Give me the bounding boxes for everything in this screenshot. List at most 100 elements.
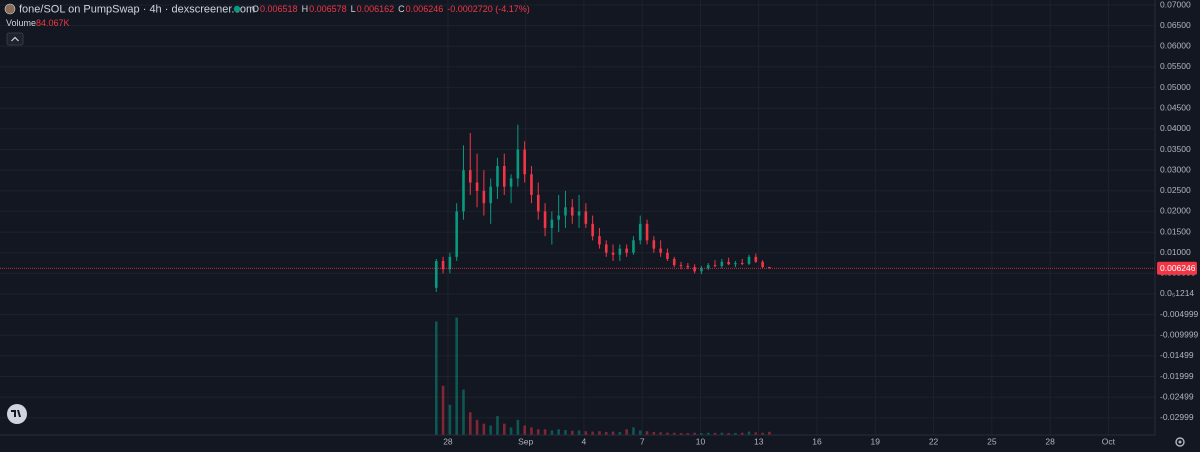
candle-body xyxy=(482,190,486,204)
candle-body xyxy=(543,211,547,228)
volume-bar xyxy=(468,412,472,435)
volume-bar xyxy=(713,432,717,435)
y-tick-label: 0.02000 xyxy=(1160,206,1191,216)
volume-bar xyxy=(557,429,560,435)
candle-body xyxy=(523,149,526,175)
token-icon xyxy=(4,3,16,15)
volume-bar xyxy=(516,419,520,435)
ohlc-value: 0.006518 xyxy=(260,4,298,14)
volume-bar xyxy=(434,321,438,435)
volume-bar xyxy=(700,433,703,435)
candle-body xyxy=(604,244,608,253)
grid xyxy=(0,0,1155,435)
x-tick-label: 28 xyxy=(1045,436,1055,446)
y-tick-label: 0.04000 xyxy=(1160,123,1191,133)
volume-bar xyxy=(740,432,744,435)
y-tick-label: -0.01999 xyxy=(1160,371,1194,381)
volume-bar xyxy=(448,404,452,435)
y-tick-label: -0.01499 xyxy=(1160,350,1194,360)
volume-bar xyxy=(734,432,737,435)
candle-body xyxy=(693,267,696,272)
volume-bar xyxy=(686,433,690,435)
volume-bar xyxy=(543,429,547,435)
tv-logo-mark xyxy=(11,410,21,417)
x-tick-label: Oct xyxy=(1102,436,1116,446)
y-tick-label: 0.04500 xyxy=(1160,102,1191,112)
y-tick-label: 0.03000 xyxy=(1160,164,1191,174)
settings-button[interactable] xyxy=(1175,437,1185,447)
candle-body xyxy=(747,256,751,264)
candle-body xyxy=(502,166,506,187)
y-tick-label: 0.05500 xyxy=(1160,61,1191,71)
volume-bar xyxy=(584,431,588,435)
candle-body xyxy=(740,263,744,265)
settings-icon xyxy=(1178,440,1182,444)
candle-body xyxy=(557,215,560,220)
candle-body xyxy=(679,265,683,267)
ohlc-key: L xyxy=(351,4,356,14)
candle-body xyxy=(625,248,628,253)
y-tick-label: 0.0₅1214 xyxy=(1160,288,1194,298)
candle-body xyxy=(652,240,656,249)
volume-bar xyxy=(591,431,594,435)
volume-bar xyxy=(496,416,499,435)
volume-bar xyxy=(672,432,676,435)
y-tick-label: -0.004999 xyxy=(1160,309,1199,319)
candle-body xyxy=(672,258,676,266)
y-tick-label: 0.02500 xyxy=(1160,185,1191,195)
candle-body xyxy=(564,207,567,216)
candle-body xyxy=(727,261,730,265)
volume-bar xyxy=(659,432,662,435)
ohlc-value: 0.006578 xyxy=(309,4,347,14)
y-tick-label: -0.02999 xyxy=(1160,412,1194,422)
volume-bar xyxy=(645,431,649,435)
volume-bar xyxy=(489,425,492,435)
volume-bar xyxy=(598,431,601,435)
x-tick-label: 28 xyxy=(443,436,453,446)
volume-bar xyxy=(502,423,506,435)
volume-label: Volume xyxy=(6,18,36,28)
candle-body xyxy=(632,240,635,253)
candle-body xyxy=(666,252,669,259)
change-value: -0.0002720 (-4.17%) xyxy=(447,4,530,14)
volume-bar xyxy=(768,431,771,435)
candle-body xyxy=(509,178,513,187)
volume-bar xyxy=(577,430,581,435)
volume-bar xyxy=(652,431,656,435)
y-tick-label: 0.06500 xyxy=(1160,20,1191,30)
x-tick-label: 22 xyxy=(929,436,939,446)
candle-body xyxy=(734,263,737,265)
ohlc-key: O xyxy=(252,4,259,14)
y-tick-label: -0.02499 xyxy=(1160,391,1194,401)
x-tick-label: 13 xyxy=(754,436,764,446)
ohlc-value: 0.006162 xyxy=(357,4,395,14)
volume-value: 84.067K xyxy=(36,18,70,28)
volume-bar xyxy=(455,317,458,435)
collapse-button[interactable] xyxy=(6,32,24,46)
y-tick-label: 0.07000 xyxy=(1160,0,1191,9)
candle-body xyxy=(448,256,452,270)
volume-bar xyxy=(727,433,730,435)
volume-bar xyxy=(530,427,533,435)
x-tick-label: 25 xyxy=(987,436,997,446)
x-tick-label: 4 xyxy=(582,436,587,446)
x-tick-label: Sep xyxy=(518,436,533,446)
tv-logo[interactable] xyxy=(7,404,27,424)
candle-body xyxy=(638,223,642,241)
volume-bar xyxy=(618,431,622,435)
candle-body xyxy=(611,252,615,255)
candle-body xyxy=(706,265,710,269)
x-tick-label: 19 xyxy=(871,436,881,446)
candle-body xyxy=(768,267,771,269)
candle-body xyxy=(530,174,533,195)
collapse-icon xyxy=(11,36,19,42)
axes: 0.07000 0.06500 0.06000 0.05500 0.05000 0.045… xyxy=(443,0,1198,446)
candle-body xyxy=(584,211,588,224)
candle-body xyxy=(536,194,540,212)
volume-bar xyxy=(441,385,445,435)
x-tick-label: 16 xyxy=(812,436,822,446)
candle-body xyxy=(659,248,662,253)
candle-body xyxy=(550,219,554,228)
